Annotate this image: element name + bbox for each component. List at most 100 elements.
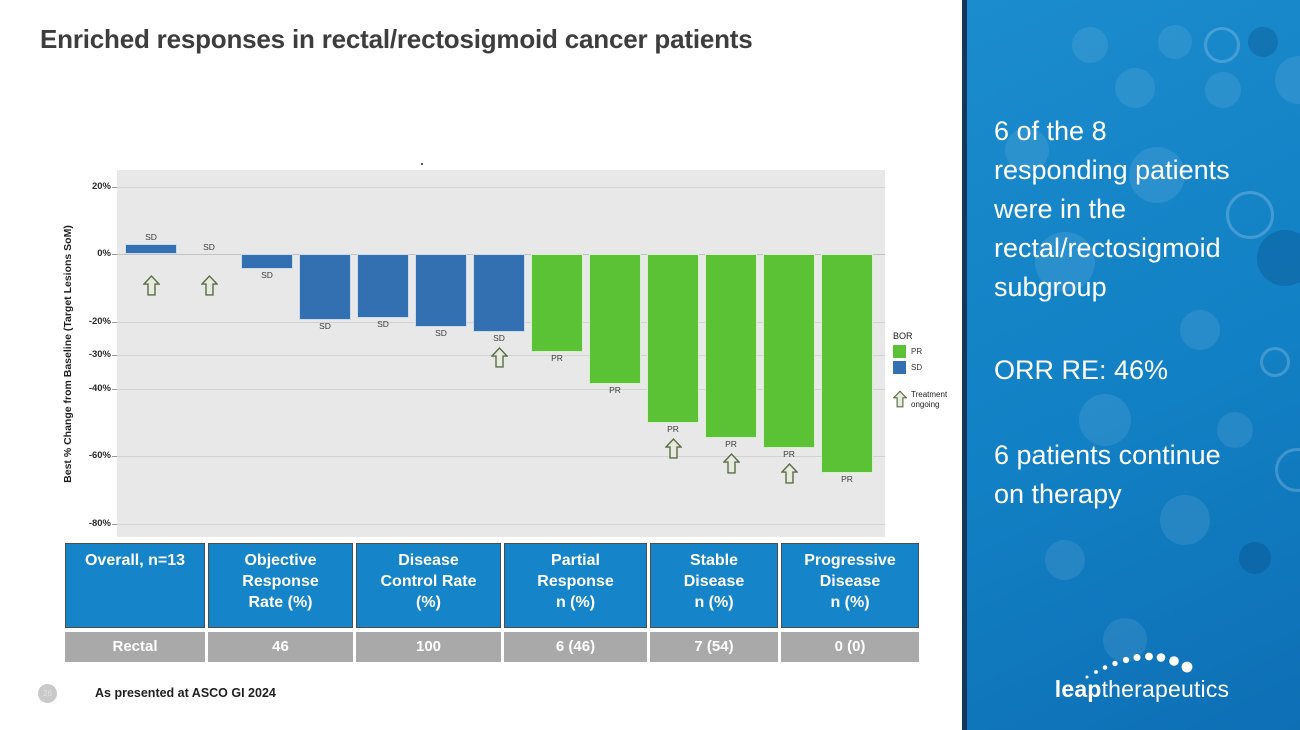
table-header-line: Progressive [804, 552, 896, 569]
sidebar-paragraph-3: 6 patients continue on therapy [994, 436, 1294, 514]
table-header-line: Partial [551, 552, 600, 569]
decorative-circle [1260, 347, 1290, 377]
table-cell: 6 (46) [504, 632, 647, 662]
text-line: were in the [994, 194, 1127, 224]
legend-title: BOR [893, 331, 913, 341]
y-tick-mark [112, 456, 117, 458]
results-table: Overall, n=13 Objective Response Rate (%) Di… [65, 543, 919, 662]
legend-entry-pr: PR [893, 345, 965, 358]
y-tick-mark [112, 321, 117, 323]
bar-bor-label: SD [493, 332, 505, 343]
bar-bor-label: PR [667, 423, 679, 434]
y-tick-label: 20% [91, 180, 111, 192]
table-header-line: n (%) [555, 594, 596, 611]
chart-title-dot: . [420, 152, 424, 168]
treatment-ongoing-arrow-icon [779, 462, 799, 484]
y-tick-label: -40% [88, 382, 111, 394]
decorative-circle [1205, 72, 1241, 108]
page-number-badge: 26 [38, 684, 57, 703]
table-cell: 46 [208, 632, 353, 662]
y-axis-label: Best % Change from Baseline (Target Lesi… [62, 224, 74, 483]
y-tick-label: -20% [88, 315, 111, 327]
footnote: As presented at ASCO GI 2024 [95, 686, 276, 700]
decorative-circle [1045, 540, 1085, 580]
waterfall-bar-pr [589, 254, 641, 384]
table-header-cell: Progressive Disease n (%) [781, 543, 919, 628]
table-header-line: Response [537, 573, 614, 590]
sidebar-paragraph-1: 6 of the 8 responding patients were in the… [994, 112, 1294, 307]
table-header-line: Control Rate [380, 573, 477, 590]
gridline [117, 456, 885, 458]
decorative-circle [1239, 542, 1271, 574]
waterfall-bar-pr [763, 254, 815, 448]
waterfall-bar-pr [531, 254, 583, 352]
waterfall-bar-sd [241, 254, 293, 270]
bar-bor-label: PR [609, 384, 621, 395]
treatment-ongoing-arrow-icon [721, 452, 741, 474]
treatment-ongoing-arrow-icon [199, 275, 219, 296]
table-header-cell: Objective Response Rate (%) [208, 543, 353, 628]
bar-bor-label: PR [841, 474, 853, 485]
decorative-circle [1275, 56, 1300, 104]
waterfall-bar-sd [473, 254, 525, 332]
decorative-circle [1103, 618, 1147, 662]
decorative-circle [1129, 147, 1185, 203]
table-header-line: Overall, n=13 [84, 552, 186, 569]
table-header-line: (%) [416, 594, 441, 611]
table-cell: 0 (0) [781, 632, 919, 662]
leap-logo-text: leaptherapeutics [1047, 676, 1237, 703]
decorative-circle [1072, 27, 1108, 63]
waterfall-chart: . Best % Change from Baseline (Target Le… [62, 152, 885, 537]
table-cell: 7 (54) [650, 632, 778, 662]
legend-ongoing: Treatment ongoing [892, 390, 965, 411]
table-header-cell: Partial Response n (%) [504, 543, 647, 628]
table-header-line: Stable [689, 552, 738, 569]
y-tick-label: -30% [88, 349, 111, 361]
bar-bor-label: SD [203, 242, 215, 253]
gridline [117, 388, 885, 390]
legend-entry-label: SD [911, 363, 923, 372]
bar-bor-label: SD [435, 327, 447, 338]
text-line: rectal/rectosigmoid [994, 233, 1221, 263]
waterfall-bar-pr [705, 254, 757, 438]
table-header-line: Disease [683, 573, 745, 590]
leap-logo-bold: leap [1054, 676, 1102, 702]
text-line: on therapy [994, 479, 1122, 509]
waterfall-bar-sd [415, 254, 467, 327]
y-tick-mark [112, 254, 117, 256]
waterfall-bar-sd [125, 244, 177, 255]
legend-swatch-pr [893, 345, 906, 358]
table-header-cell: Stable Disease n (%) [650, 543, 778, 628]
y-tick-mark [112, 523, 117, 525]
waterfall-bar-pr [821, 254, 873, 474]
decorative-circle [1160, 495, 1210, 545]
decorative-circle [1079, 394, 1131, 446]
y-tick-label: 0% [97, 248, 111, 260]
decorative-circle [1226, 191, 1274, 239]
chart-legend: BOR PR SD Treatment ongoing [892, 331, 965, 411]
decorative-circle [1217, 412, 1253, 448]
decorative-circle [1115, 68, 1155, 108]
bar-bor-label: PR [725, 438, 737, 449]
table-header-line: Disease [398, 552, 459, 569]
text-line: 6 of the 8 [994, 116, 1107, 146]
treatment-ongoing-arrow-icon [489, 346, 509, 368]
decorative-circle [1204, 27, 1240, 63]
table-header-row: Overall, n=13 Objective Response Rate (%) Di… [65, 543, 919, 628]
y-tick-mark [112, 388, 117, 390]
text-line: subgroup [994, 272, 1107, 302]
leap-logo-light: therapeutics [1101, 676, 1230, 702]
decorative-circle [1180, 310, 1220, 350]
table-header-line: Disease [819, 573, 881, 590]
text-line: 6 patients continue [994, 440, 1221, 470]
bar-bor-label: PR [551, 352, 563, 363]
table-header-line: n (%) [694, 594, 734, 611]
gridline [117, 186, 885, 188]
legend-entry-sd: SD [893, 361, 965, 374]
bar-bor-label: SD [145, 232, 157, 243]
waterfall-bar-pr [647, 254, 699, 423]
bar-bor-label: SD [261, 270, 273, 281]
decorative-circle [1248, 27, 1278, 57]
table-header-line: n (%) [830, 594, 870, 611]
table-header-cell: Overall, n=13 [65, 543, 205, 628]
